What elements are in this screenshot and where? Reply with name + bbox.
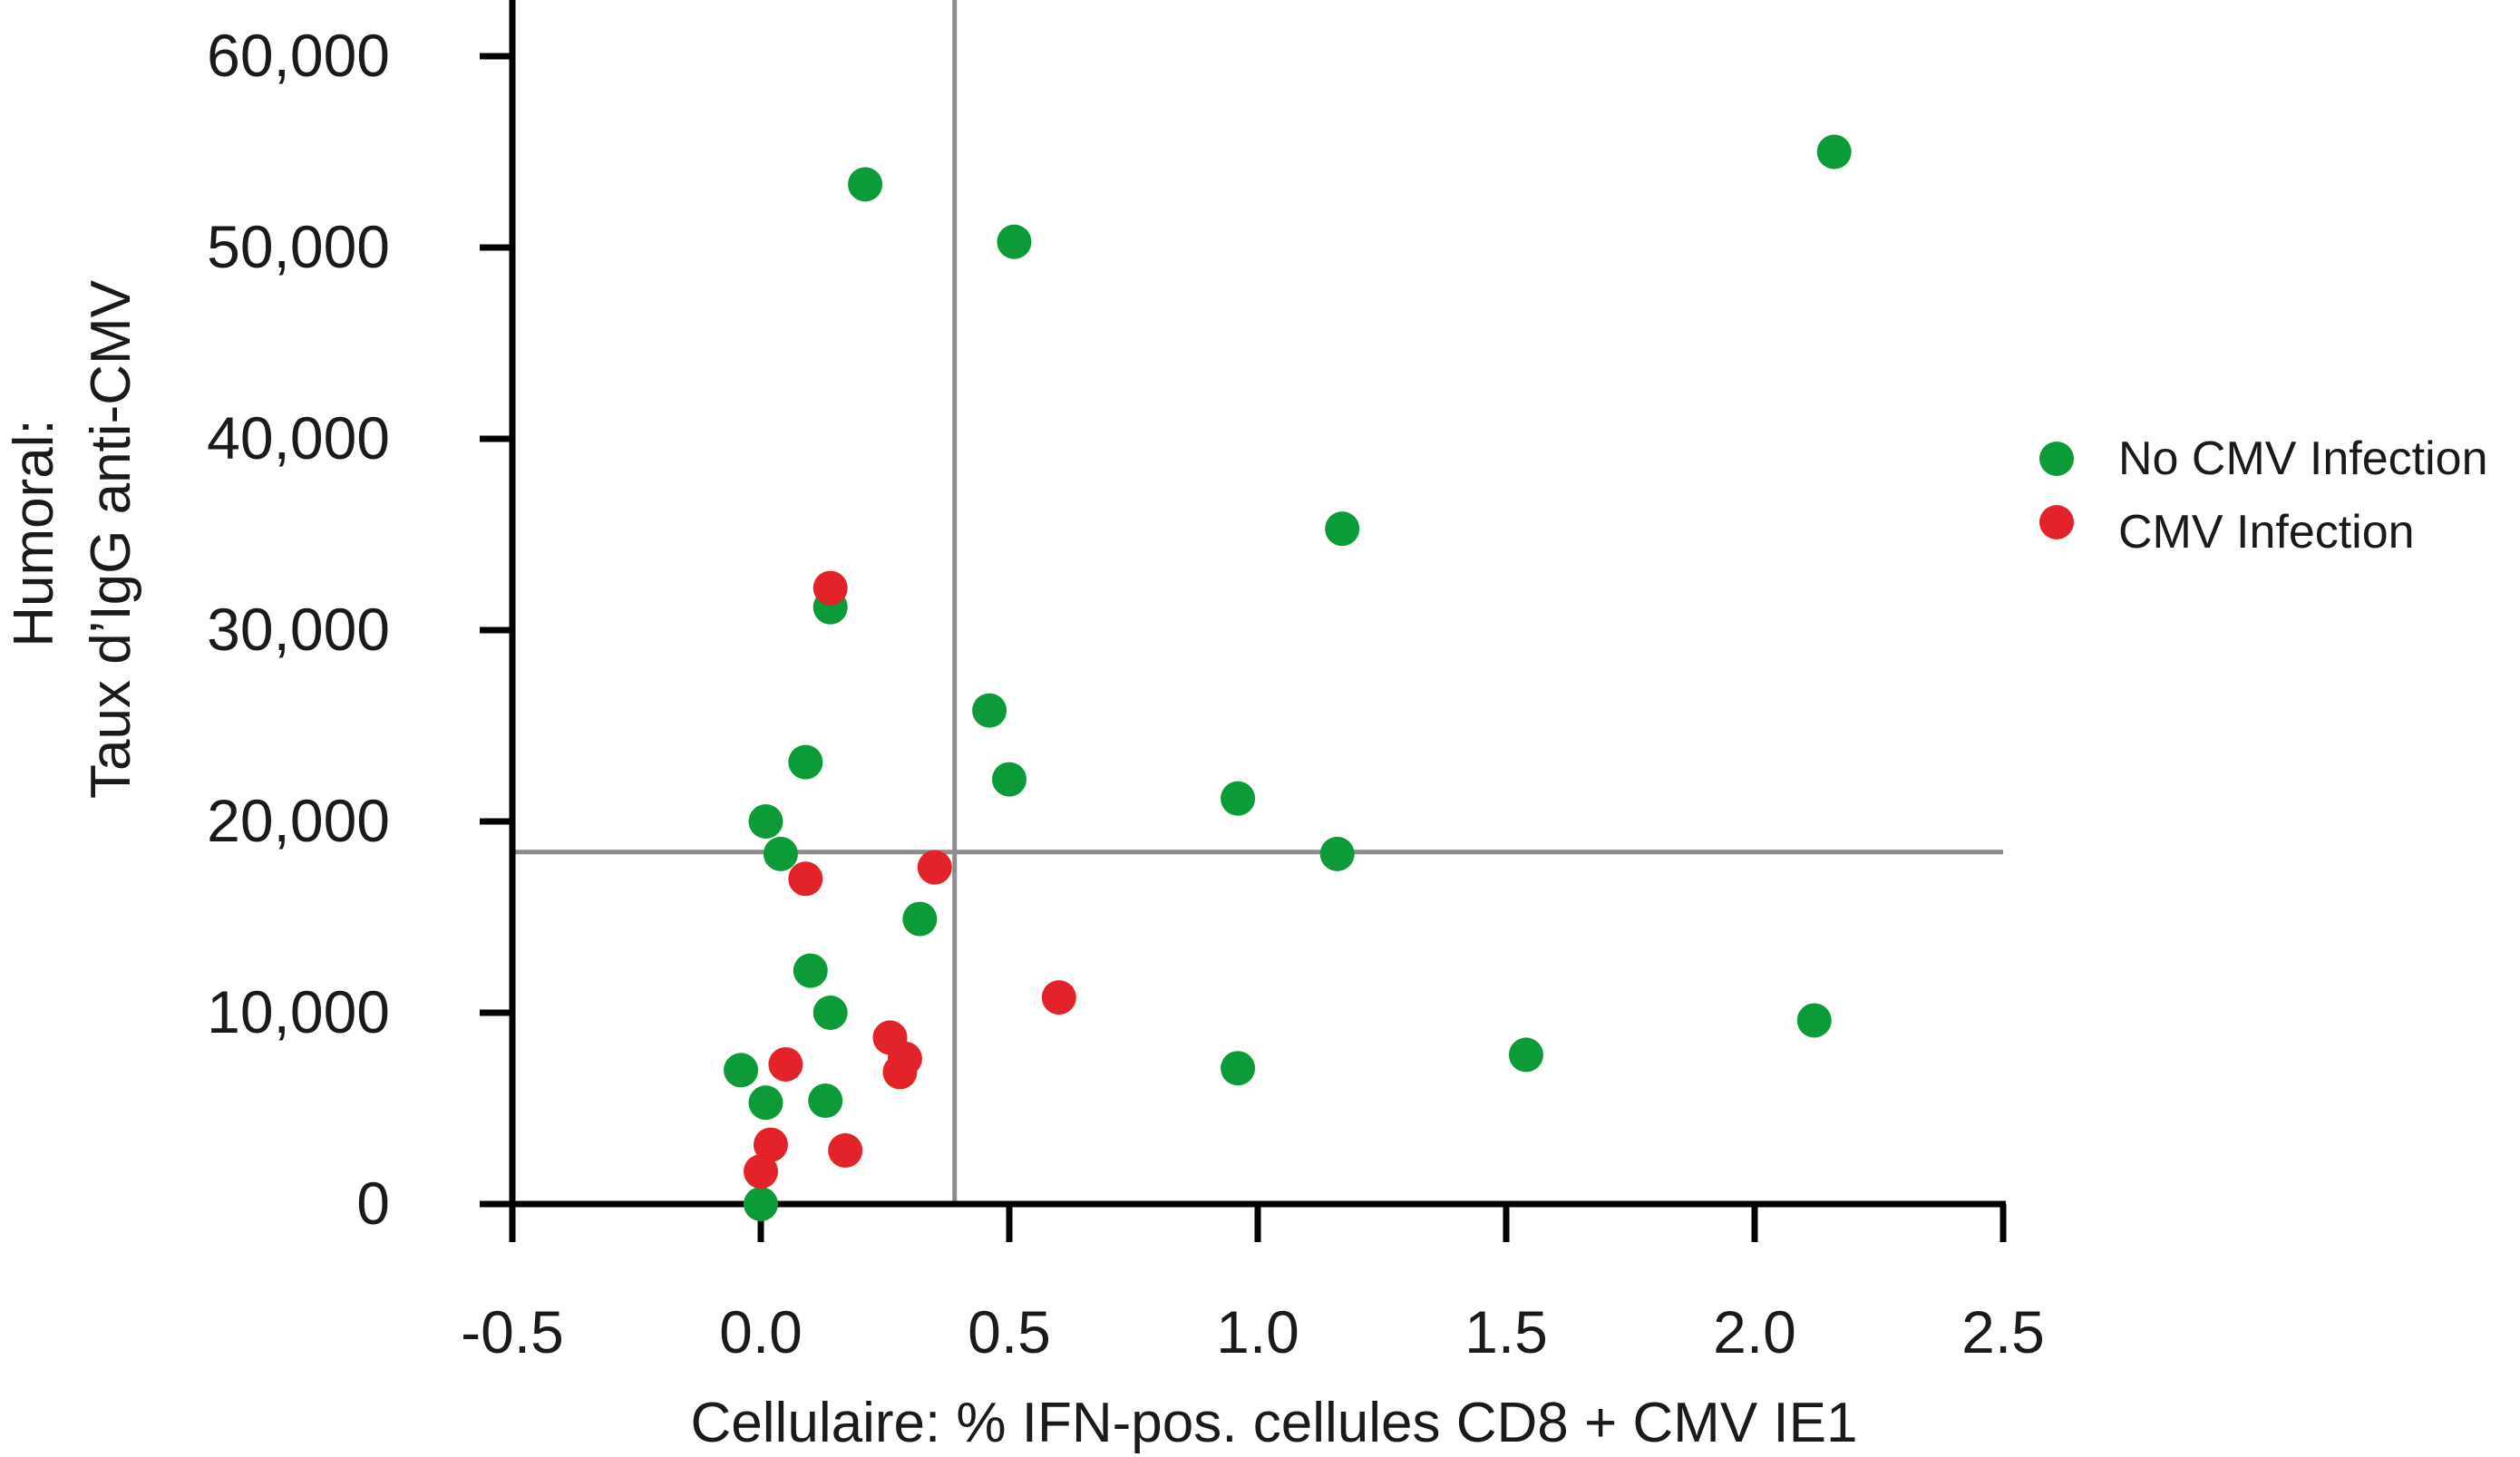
axes	[509, 0, 2006, 1208]
y-tick-label: 10,000	[207, 978, 390, 1045]
data-point-no-cmv	[848, 167, 883, 202]
data-point-no-cmv	[744, 1187, 778, 1221]
data-point-cmv	[917, 850, 952, 885]
data-point-cmv	[753, 1127, 788, 1162]
data-point-no-cmv	[972, 693, 1007, 728]
data-point-no-cmv	[1325, 511, 1360, 547]
reference-lines	[512, 0, 2003, 1204]
data-point-no-cmv	[724, 1053, 759, 1088]
data-point-cmv	[768, 1046, 803, 1082]
y-tick-label: 60,000	[207, 22, 390, 89]
data-point-no-cmv	[812, 996, 848, 1030]
x-tick-label: 0.0	[719, 1298, 803, 1365]
data-point-no-cmv	[808, 1083, 843, 1119]
data-point-no-cmv	[763, 836, 798, 871]
x-tick-label: 1.5	[1464, 1298, 1548, 1365]
y-tick-label: 40,000	[207, 404, 390, 471]
data-point-no-cmv	[788, 744, 823, 780]
y-axis-title-line-1: Humoral:	[3, 419, 65, 647]
data-point-no-cmv	[1816, 134, 1852, 170]
data-points	[724, 134, 1852, 1221]
legend-marker-cmv	[2039, 505, 2074, 539]
data-point-no-cmv	[1221, 1051, 1256, 1086]
y-axis-title: Humoral: Taux d’IgG anti-CMV	[3, 279, 142, 799]
y-tick-label: 50,000	[207, 213, 390, 280]
y-tick-label: 20,000	[207, 787, 390, 854]
data-point-no-cmv	[992, 762, 1026, 797]
data-point-cmv	[812, 570, 848, 606]
data-point-no-cmv	[793, 953, 828, 988]
x-tick-label: 2.5	[1961, 1298, 2045, 1365]
data-point-no-cmv	[1508, 1037, 1543, 1073]
data-point-no-cmv	[1796, 1003, 1832, 1038]
legend: No CMV Infection CMV Infection	[2039, 432, 2488, 559]
y-axis-title-line-2: Taux d’IgG anti-CMV	[80, 279, 142, 799]
y-axis-ticks: 0 10,000 20,000 30,000 40,000 50,000 60,000	[207, 22, 512, 1237]
x-axis-ticks: -0.5 0.0 0.5 1.0 1.5 2.0 2.5	[461, 1204, 2045, 1365]
data-point-no-cmv	[748, 804, 783, 839]
x-axis-title: Cellulaire: % IFN-pos. cellules CD8 + CM…	[691, 1392, 1858, 1454]
legend-marker-no-cmv	[2039, 442, 2074, 476]
data-point-cmv	[828, 1132, 863, 1168]
data-point-no-cmv	[997, 224, 1032, 259]
legend-label-no-cmv: No CMV Infection	[2118, 432, 2488, 485]
x-tick-label: 0.5	[968, 1298, 1051, 1365]
y-tick-label: 0	[356, 1170, 390, 1237]
data-point-cmv	[1041, 980, 1076, 1015]
x-tick-label: -0.5	[461, 1298, 564, 1365]
data-point-no-cmv	[748, 1085, 783, 1121]
data-point-cmv	[882, 1054, 918, 1090]
y-tick-label: 30,000	[207, 596, 390, 663]
x-tick-label: 2.0	[1713, 1298, 1796, 1365]
legend-label-cmv: CMV Infection	[2118, 506, 2415, 559]
data-point-no-cmv	[1221, 781, 1256, 816]
data-point-no-cmv	[1319, 836, 1355, 871]
data-point-no-cmv	[902, 901, 938, 937]
x-tick-label: 1.0	[1216, 1298, 1299, 1365]
data-point-cmv	[788, 861, 823, 897]
data-point-cmv	[744, 1154, 778, 1190]
